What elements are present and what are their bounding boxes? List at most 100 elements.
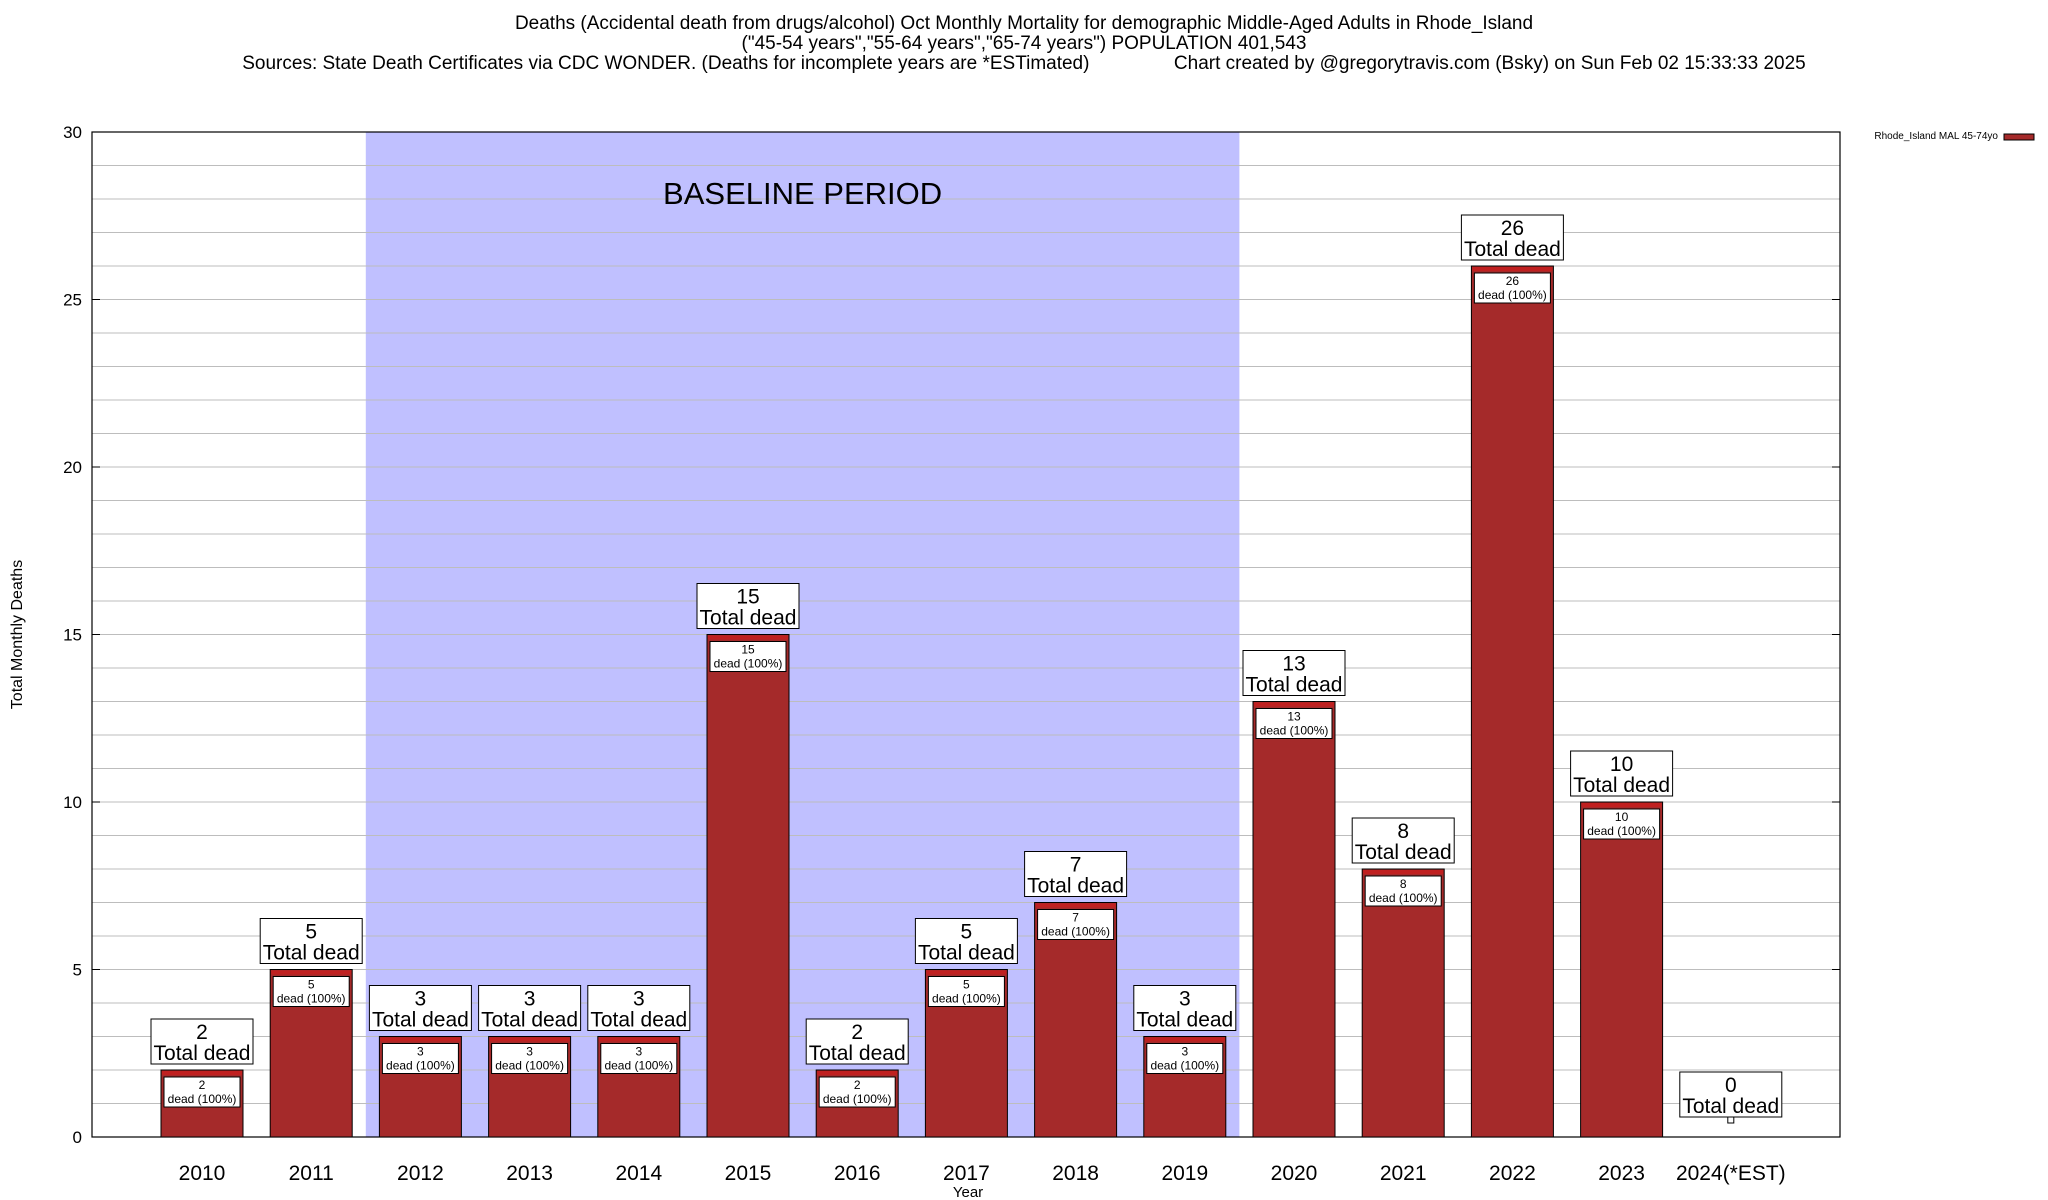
bar	[1361, 868, 1445, 1138]
inner-dead-label: dead (100%)	[386, 1059, 455, 1073]
chart-title-line-3: Sources: State Death Certificates via CD…	[242, 53, 1806, 74]
bar-top-stripe	[1581, 803, 1662, 807]
inner-value-label: 5	[963, 978, 970, 992]
total-label-box	[1024, 851, 1128, 897]
inner-value-label: 10	[1615, 810, 1629, 824]
inner-dead-label: dead (100%)	[277, 992, 346, 1006]
y-tick-label: 25	[63, 291, 82, 310]
inner-dead-label: dead (100%)	[168, 1092, 237, 1106]
inner-label-box	[600, 1043, 678, 1074]
baseline-period-label: BASELINE PERIOD	[663, 176, 942, 211]
y-tick-label: 20	[63, 458, 82, 477]
inner-dead-label: dead (100%)	[1369, 891, 1438, 905]
total-value-label: 5	[961, 921, 973, 944]
bar-top-stripe	[489, 1037, 570, 1042]
inner-label-box	[272, 976, 350, 1007]
inner-label-box	[1037, 909, 1115, 940]
total-dead-label: Total dead	[1682, 1095, 1779, 1118]
bar-top-stripe	[380, 1037, 461, 1042]
bar	[1470, 265, 1554, 1138]
y-tick-label: 10	[63, 793, 82, 812]
total-value-label: 3	[1179, 988, 1191, 1011]
inner-label-box	[163, 1076, 241, 1108]
total-dead-label: Total dead	[1573, 774, 1670, 797]
x-tick-label: 2020	[1271, 1162, 1318, 1185]
total-value-label: 3	[524, 988, 536, 1011]
inner-value-label: 7	[1072, 911, 1079, 925]
x-tick-label: 2017	[943, 1162, 990, 1185]
x-tick-label: 2014	[615, 1162, 662, 1185]
inner-value-label: 2	[199, 1078, 206, 1092]
inner-value-label: 8	[1400, 877, 1407, 891]
x-tick-label: 2021	[1380, 1162, 1427, 1185]
x-tick-label: 2024(*EST)	[1676, 1162, 1786, 1185]
total-label-box	[259, 918, 363, 964]
total-dead-label: Total dead	[809, 1042, 906, 1065]
inner-dead-label: dead (100%)	[714, 657, 783, 671]
legend-label: Rhode_Island MAL 45-74yo	[1874, 131, 1998, 142]
inner-label-box	[1473, 272, 1551, 304]
chart-title-line-1: Deaths (Accidental death from drugs/alco…	[514, 13, 1534, 34]
inner-value-label: 3	[635, 1045, 642, 1059]
y-tick-label: 15	[63, 626, 82, 645]
inner-dead-label: dead (100%)	[1587, 824, 1656, 838]
total-dead-label: Total dead	[1464, 238, 1561, 261]
y-tick-label: 30	[63, 123, 82, 142]
x-tick-label: 2016	[834, 1162, 881, 1185]
bar-top-stripe	[708, 635, 788, 640]
bar-top-stripe	[271, 970, 352, 975]
inner-dead-label: dead (100%)	[1041, 925, 1110, 939]
total-label-box	[478, 985, 582, 1031]
x-tick-label: 2023	[1598, 1162, 1645, 1185]
y-axis-label: Total Monthly Deaths	[9, 560, 26, 709]
y-tick-label: 5	[73, 961, 82, 980]
total-label-box	[1679, 1071, 1783, 1118]
total-label-box	[150, 1018, 254, 1065]
inner-label-box	[1255, 708, 1333, 739]
inner-dead-label: dead (100%)	[604, 1059, 673, 1073]
x-tick-label: 2011	[289, 1162, 334, 1185]
inner-value-label: 5	[308, 978, 315, 992]
total-value-label: 8	[1397, 820, 1409, 843]
total-dead-label: Total dead	[154, 1042, 251, 1065]
x-tick-label: 2019	[1161, 1162, 1208, 1185]
bar-top-stripe	[1035, 903, 1116, 908]
inner-dead-label: dead (100%)	[1150, 1059, 1219, 1073]
total-dead-label: Total dead	[263, 942, 360, 965]
bar-top-stripe	[162, 1071, 242, 1075]
total-dead-label: Total dead	[1246, 674, 1343, 697]
total-value-label: 3	[415, 988, 427, 1011]
bar-top-stripe	[1363, 870, 1444, 874]
bar-top-stripe	[598, 1037, 679, 1042]
chart-title-line-2: ("45-54 years","55-64 years","65-74 year…	[741, 33, 1307, 54]
inner-dead-label: dead (100%)	[1260, 724, 1329, 738]
x-tick-label: 2022	[1489, 1162, 1536, 1185]
inner-label-box	[818, 1076, 896, 1108]
total-dead-label: Total dead	[1136, 1009, 1233, 1032]
total-dead-label: Total dead	[481, 1009, 578, 1032]
total-dead-label: Total dead	[372, 1009, 469, 1032]
x-tick-label: 2010	[179, 1162, 226, 1185]
bar-top-stripe	[817, 1071, 898, 1075]
inner-label-box	[1583, 808, 1661, 840]
total-value-label: 0	[1725, 1074, 1737, 1097]
inner-label-box	[709, 641, 787, 672]
inner-value-label: 3	[526, 1045, 533, 1059]
inner-label-box	[1364, 875, 1442, 907]
total-value-label: 15	[736, 586, 759, 609]
total-label-box	[696, 583, 800, 629]
total-label-box	[1242, 650, 1346, 696]
inner-dead-label: dead (100%)	[932, 992, 1001, 1006]
bar	[1580, 801, 1664, 1138]
bar-top-stripe	[926, 970, 1007, 975]
inner-label-box	[927, 976, 1005, 1007]
bar-top-stripe	[1472, 267, 1553, 271]
inner-dead-label: dead (100%)	[1478, 288, 1547, 302]
total-value-label: 7	[1070, 854, 1082, 877]
total-dead-label: Total dead	[1355, 841, 1452, 864]
legend-swatch	[2003, 133, 2035, 141]
total-dead-label: Total dead	[700, 607, 797, 630]
total-label-box	[914, 918, 1018, 964]
x-tick-label: 2015	[725, 1162, 772, 1185]
